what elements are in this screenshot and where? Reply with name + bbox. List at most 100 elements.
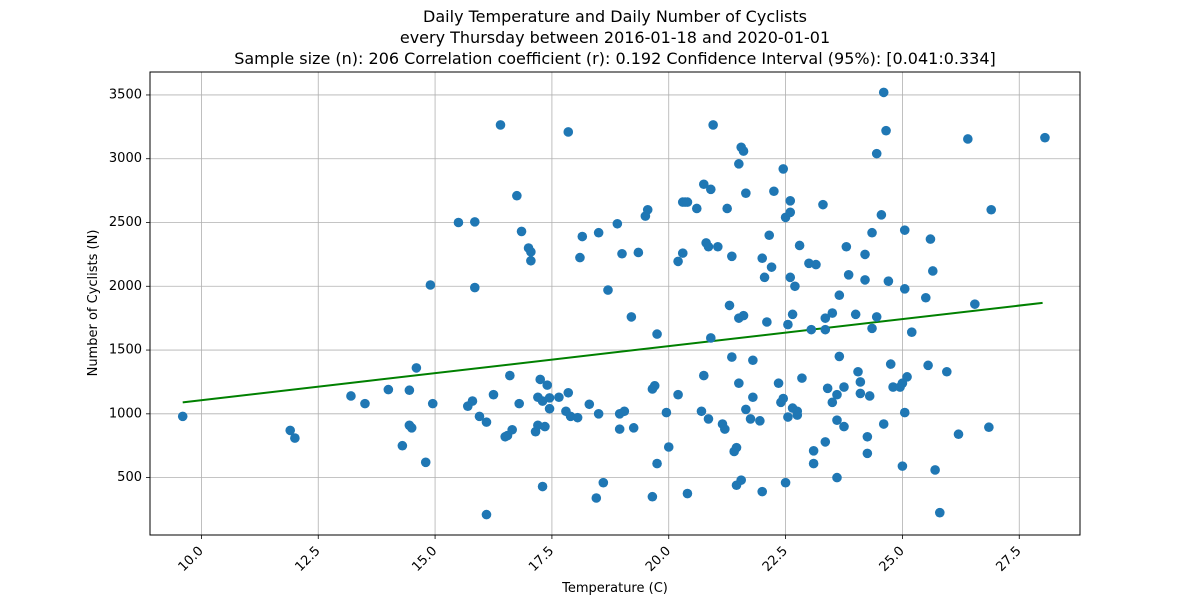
data-point — [572, 412, 583, 423]
data-point — [526, 255, 536, 266]
data-point — [713, 241, 723, 252]
data-point — [706, 333, 716, 343]
data-point — [1040, 132, 1050, 143]
data-point — [577, 231, 588, 242]
data-point — [673, 389, 683, 400]
data-point — [780, 477, 791, 488]
data-point — [745, 414, 756, 424]
data-point — [360, 398, 370, 409]
y-tick-label: 3000 — [109, 151, 142, 166]
data-point — [986, 204, 997, 215]
data-point — [652, 458, 662, 469]
chart-title-line-1: Daily Temperature and Daily Number of Cy… — [423, 7, 807, 26]
data-point — [698, 179, 709, 190]
x-tick-label: 17.5 — [526, 544, 557, 575]
data-point — [783, 319, 793, 330]
data-point — [425, 280, 436, 290]
data-point — [759, 272, 770, 283]
data-point — [832, 389, 842, 400]
x-tick-label: 27.5 — [993, 544, 1024, 575]
data-point — [757, 253, 768, 264]
data-point — [963, 134, 973, 144]
data-point — [785, 207, 796, 218]
x-tick-label: 12.5 — [292, 544, 323, 575]
trend-line — [182, 301, 1043, 404]
y-tick-label: 3500 — [109, 87, 142, 102]
data-point — [734, 159, 744, 169]
data-point — [860, 249, 870, 260]
data-point — [542, 380, 553, 390]
data-point — [696, 406, 707, 417]
data-point — [755, 416, 765, 426]
data-point — [734, 378, 744, 389]
data-point — [453, 217, 464, 228]
data-point — [691, 203, 702, 214]
data-point — [720, 424, 730, 434]
data-point — [411, 363, 422, 373]
data-point — [708, 120, 718, 130]
data-point — [808, 446, 819, 456]
data-point — [727, 352, 737, 362]
data-point — [773, 378, 784, 389]
data-point — [526, 247, 536, 257]
data-point — [748, 392, 758, 403]
data-point — [855, 377, 866, 387]
data-point — [537, 481, 548, 492]
data-point — [876, 210, 887, 220]
chart-title-line-3: Sample size (n): 206 Correlation coeffic… — [234, 49, 996, 68]
data-point — [626, 312, 637, 322]
data-point — [906, 327, 917, 337]
data-point — [290, 433, 300, 443]
data-point — [383, 384, 394, 395]
data-point — [738, 310, 749, 321]
data-point — [822, 383, 833, 394]
data-point — [661, 407, 672, 418]
data-point — [883, 276, 894, 286]
data-point — [864, 391, 875, 401]
data-point — [839, 421, 849, 432]
data-point — [563, 387, 574, 398]
data-point — [855, 388, 866, 399]
data-point — [488, 389, 499, 400]
data-point — [682, 197, 693, 207]
data-point — [764, 230, 775, 241]
x-tick-label: 20.0 — [643, 544, 674, 575]
data-point — [563, 127, 574, 137]
data-point — [698, 370, 709, 381]
data-point — [512, 190, 522, 201]
data-point — [727, 251, 737, 262]
data-point — [930, 465, 940, 475]
data-point — [649, 380, 660, 391]
data-point — [619, 406, 630, 417]
data-point — [853, 366, 863, 377]
x-tick-label: 15.0 — [409, 544, 440, 575]
data-point — [878, 419, 889, 429]
y-tick-label: 2500 — [109, 215, 142, 230]
data-point — [850, 309, 861, 320]
data-point — [514, 398, 524, 409]
data-point — [808, 458, 819, 469]
y-axis-ticks: 500 1000 1500 2000 2500 3000 3500 — [109, 87, 150, 485]
data-point — [839, 382, 849, 392]
data-point — [871, 148, 882, 159]
data-point — [628, 423, 639, 433]
data-point — [612, 218, 623, 229]
trend-line-layer — [182, 301, 1043, 404]
data-point — [888, 382, 898, 392]
data-point — [878, 87, 889, 98]
data-point — [769, 186, 779, 197]
data-point — [346, 391, 356, 401]
data-point — [554, 392, 564, 403]
data-point — [841, 241, 852, 252]
data-point — [785, 272, 796, 283]
data-point — [575, 252, 585, 263]
data-point — [731, 442, 742, 453]
data-point — [902, 372, 912, 382]
data-point — [811, 259, 821, 270]
data-point — [404, 385, 415, 396]
data-point — [603, 285, 613, 295]
data-point — [677, 248, 688, 258]
data-point — [507, 424, 517, 435]
data-point — [834, 290, 845, 301]
data-point — [177, 411, 188, 422]
